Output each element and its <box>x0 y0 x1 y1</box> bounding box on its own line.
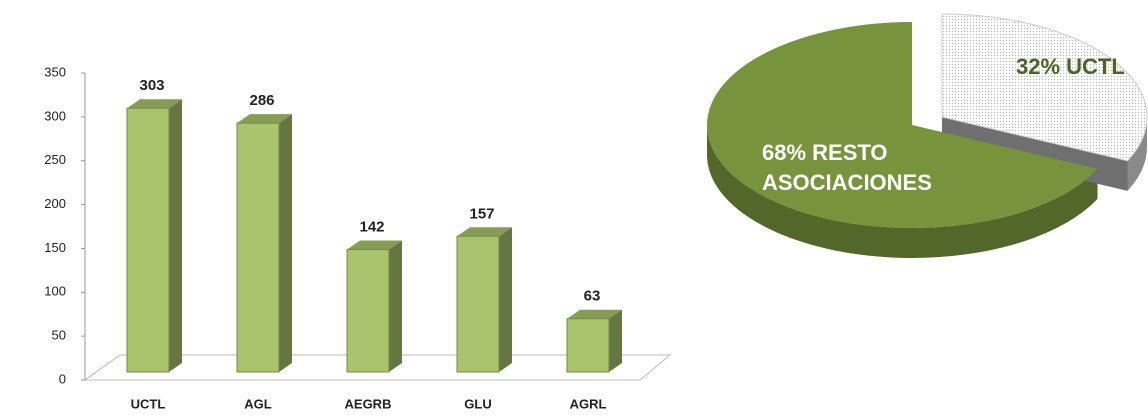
x-tick-label: AGRL <box>570 396 607 411</box>
x-tick-label: UCTL <box>131 396 166 411</box>
bar <box>346 248 390 373</box>
y-tick-label: 150 <box>44 240 66 255</box>
x-tick-label: GLU <box>464 396 491 411</box>
bar-top <box>127 99 182 109</box>
y-tick-label: 0 <box>59 371 66 386</box>
bar-top <box>567 309 622 319</box>
bar-side <box>389 240 402 372</box>
data-label: 142 <box>359 218 384 235</box>
bar-side <box>169 99 182 373</box>
bar <box>566 318 610 373</box>
y-tick-label: 50 <box>52 328 66 343</box>
y-tick-label: 300 <box>44 108 66 123</box>
floor <box>83 354 672 381</box>
data-label: 63 <box>584 288 601 305</box>
slice-label: 32% UCTL <box>1016 54 1125 79</box>
bar-side <box>499 227 512 372</box>
y-tick-label: 350 <box>44 64 66 79</box>
bar-side <box>279 114 292 372</box>
bar <box>456 235 500 373</box>
data-label: 303 <box>139 77 164 94</box>
y-tick-label: 200 <box>44 196 66 211</box>
y-tick-label: 250 <box>44 152 66 167</box>
x-tick-label: AGL <box>244 396 272 411</box>
x-tick-label: AEGRB <box>345 396 392 411</box>
pie-slice <box>941 13 1148 162</box>
y-tick-label: 100 <box>44 284 66 299</box>
bar <box>126 107 170 373</box>
slice-side <box>707 125 1098 258</box>
slice-label: 68% RESTO ASOCIACIONES <box>762 140 932 195</box>
bar-top <box>237 114 292 124</box>
data-label: 157 <box>469 205 494 222</box>
bar-side <box>609 309 622 372</box>
data-label: 286 <box>249 92 274 109</box>
bar <box>236 122 280 373</box>
pie-slice <box>707 21 1098 228</box>
slice-side <box>1127 117 1147 191</box>
bar-top <box>457 227 512 237</box>
bar-top <box>347 240 402 250</box>
